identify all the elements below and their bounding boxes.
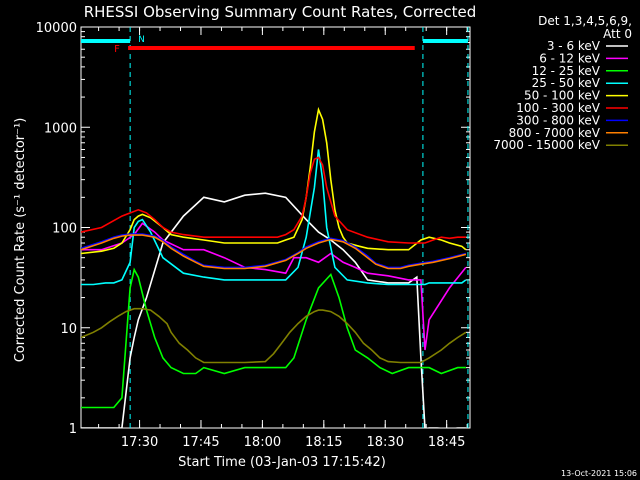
legend-label-4: 50 - 100 keV [524,89,601,103]
legend-label-1: 6 - 12 keV [539,51,601,65]
legend-label-5: 100 - 300 keV [516,101,600,115]
legend-label-0: 3 - 6 keV [547,39,601,53]
legend-attenuator: Att 0 [603,27,632,41]
fast-rate-flag-label: F [114,44,120,55]
legend-label-6: 300 - 800 keV [516,113,600,127]
legend-label-3: 25 - 50 keV [532,76,601,90]
x-tick-label: 18:15 [305,435,342,450]
y-tick-label: 10 [60,322,77,337]
series-line-5 [81,156,466,244]
plot-area: 1 10 100 1000 10000 17:30 17:45 18:00 18:15 18:30… [36,21,471,450]
x-tick-label: 17:30 [121,435,158,450]
y-axis-label: Corrected Count Rate (s⁻¹ detector⁻¹) [13,118,28,363]
y-tick-label: 10000 [36,21,77,36]
night-flag-label: N [138,35,145,45]
x-tick-label: 18:00 [244,435,281,450]
series-line-3 [81,149,467,286]
date-stamp: 13-Oct-2021 15:06 [561,469,637,478]
x-tick-label: 17:45 [182,435,219,450]
y-tick-label: 100 [52,222,77,237]
y-tick-label: 1000 [44,121,77,136]
legend-label-2: 12 - 25 keV [532,64,601,78]
chart-title: RHESSI Observing Summary Count Rates, Co… [84,3,477,21]
legend-detectors: Det 1,3,4,5,6,9, [538,14,632,28]
series-line-0 [81,192,466,428]
series-line-8 [81,307,467,364]
series-lines [81,106,467,428]
x-axis-label: Start Time (03-Jan-03 17:15:42) [178,455,386,470]
x-tick-label: 18:45 [428,435,465,450]
y-tick-label: 1 [69,422,77,437]
legend-label-7: 800 - 7000 keV [509,126,601,140]
series-line-2 [81,267,466,409]
legend-label-8: 7000 - 15000 keV [493,138,600,152]
series-line-7 [81,234,467,270]
x-tick-label: 18:30 [367,435,404,450]
